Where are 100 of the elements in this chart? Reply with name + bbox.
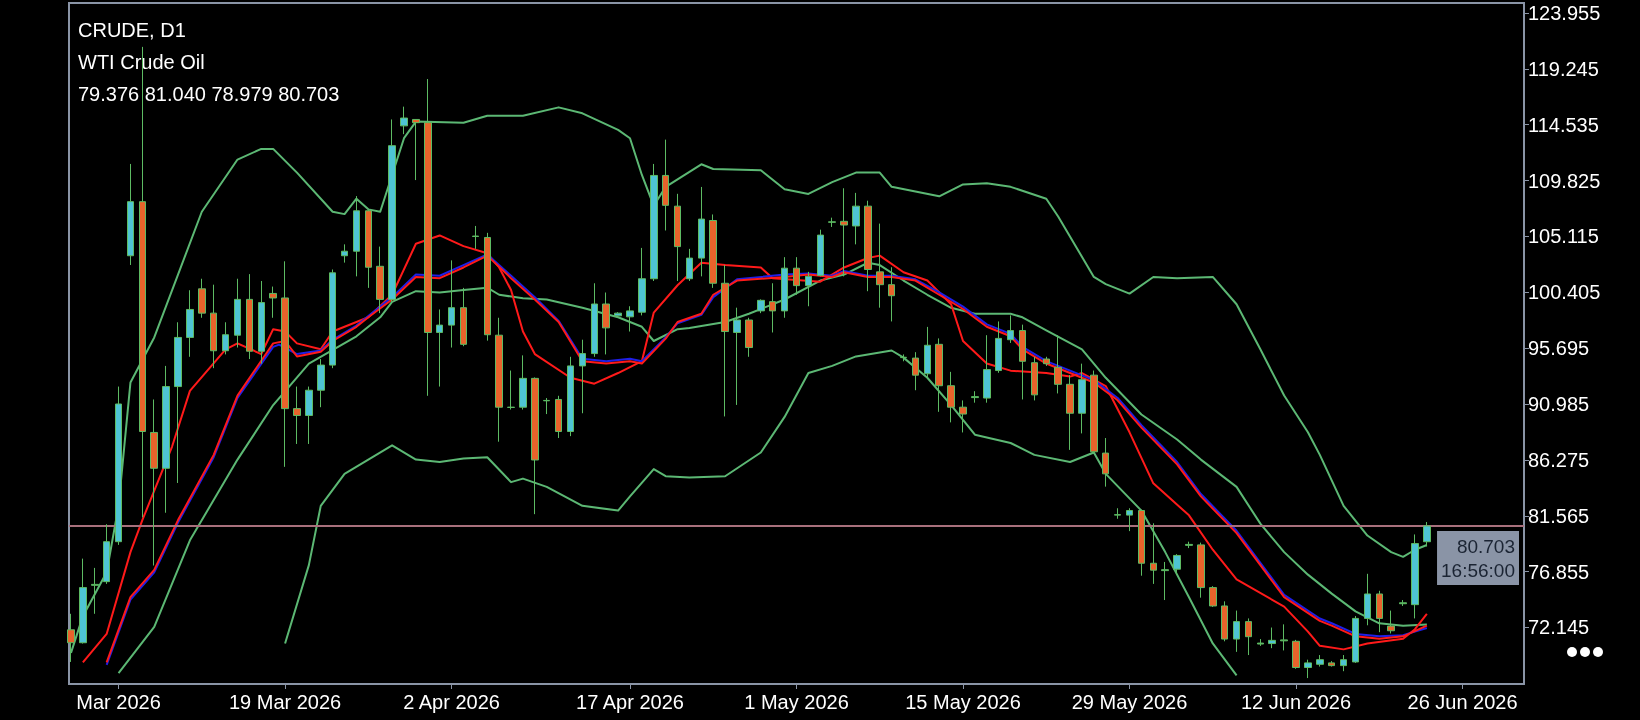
candlestick bbox=[626, 305, 634, 333]
x-tick-label: 17 Apr 2026 bbox=[576, 691, 684, 713]
x-tick-label: 12 Jun 2026 bbox=[1240, 691, 1352, 713]
candlestick bbox=[1102, 437, 1109, 488]
candlestick bbox=[769, 282, 776, 333]
candlestick bbox=[579, 339, 586, 414]
candlestick bbox=[888, 266, 895, 322]
y-tick-label: 72.145 bbox=[1528, 616, 1590, 639]
candlestick bbox=[281, 260, 289, 468]
y-tick-label: 119.245 bbox=[1528, 57, 1599, 80]
candlestick bbox=[198, 278, 206, 319]
candlestick bbox=[1423, 521, 1431, 547]
candlestick bbox=[67, 613, 75, 663]
candlestick bbox=[329, 268, 336, 369]
candlestick bbox=[484, 232, 491, 342]
candlestick bbox=[662, 139, 669, 231]
candlestick bbox=[341, 243, 348, 264]
candlestick bbox=[1316, 654, 1324, 668]
candlestick bbox=[1114, 507, 1121, 520]
text: CRUDE, D1 bbox=[78, 19, 186, 41]
candlestick bbox=[448, 259, 455, 349]
candlestick bbox=[947, 371, 955, 423]
candlestick bbox=[709, 213, 717, 289]
candlestick bbox=[1150, 522, 1157, 585]
candlestick bbox=[388, 118, 396, 303]
candlestick bbox=[1185, 541, 1193, 549]
candlestick bbox=[1031, 356, 1038, 401]
candlestick bbox=[1090, 370, 1098, 454]
candlestick bbox=[555, 395, 562, 439]
candlestick bbox=[1387, 610, 1395, 634]
candlestick bbox=[365, 209, 372, 289]
candlestick bbox=[567, 356, 574, 437]
candlestick bbox=[1161, 561, 1169, 601]
candlestick bbox=[246, 273, 253, 360]
candlestick bbox=[864, 200, 872, 292]
candlestick bbox=[686, 248, 693, 282]
candlestick bbox=[436, 308, 443, 388]
candlestick bbox=[222, 321, 229, 355]
candlestick bbox=[733, 307, 741, 406]
candlestick bbox=[234, 278, 241, 349]
candlestick bbox=[472, 225, 479, 250]
candlestick bbox=[1019, 324, 1026, 400]
candlestick bbox=[376, 246, 384, 314]
candlestick bbox=[935, 337, 943, 413]
candlestick bbox=[543, 397, 550, 415]
candlestick bbox=[186, 289, 194, 358]
candlestick bbox=[1364, 573, 1371, 626]
candlestick bbox=[1126, 507, 1133, 532]
candlestick bbox=[507, 370, 515, 411]
candlestick bbox=[460, 287, 467, 347]
candlestick bbox=[852, 192, 860, 245]
candlestick bbox=[1066, 374, 1074, 451]
candlestick bbox=[781, 256, 788, 319]
line-series bbox=[69, 106, 1428, 654]
candlestick bbox=[674, 193, 681, 282]
y-tick-label: 90.985 bbox=[1528, 393, 1590, 416]
line-series bbox=[284, 349, 1238, 677]
candlestick bbox=[1043, 356, 1050, 367]
candlestick bbox=[1257, 638, 1264, 647]
candlestick bbox=[1221, 600, 1228, 642]
y-tick-label: 95.695 bbox=[1528, 337, 1590, 360]
ref-line-label: 80.703 16:56:00 bbox=[1441, 535, 1515, 581]
candlestick bbox=[210, 284, 217, 369]
x-tick-label: 29 May 2026 bbox=[1071, 691, 1188, 713]
candlestick bbox=[1352, 615, 1359, 664]
candlestick bbox=[1209, 585, 1217, 608]
candlestick bbox=[1328, 660, 1335, 668]
candlestick bbox=[1233, 610, 1240, 653]
candlestick bbox=[900, 353, 907, 362]
candlestick bbox=[912, 351, 919, 391]
x-tick-label: 2 Apr 2026 bbox=[403, 691, 500, 713]
candlestick bbox=[91, 567, 99, 615]
candlestick bbox=[150, 398, 158, 567]
candlestick bbox=[317, 358, 325, 408]
candlestick bbox=[745, 317, 753, 358]
candlestick bbox=[757, 298, 765, 314]
candlestick bbox=[353, 195, 360, 277]
y-tick-label: 76.855 bbox=[1528, 560, 1590, 583]
candlestick bbox=[412, 118, 420, 181]
y-tick-label: 105.115 bbox=[1528, 225, 1599, 248]
candlestick bbox=[79, 558, 87, 645]
candlestick bbox=[959, 399, 967, 433]
candlestick bbox=[115, 386, 122, 546]
candlestick bbox=[162, 365, 170, 514]
candlestick bbox=[293, 386, 301, 445]
candlestick bbox=[400, 106, 408, 135]
candlestick bbox=[602, 292, 610, 355]
candlestick bbox=[983, 334, 991, 404]
candlestick bbox=[1304, 659, 1312, 679]
candlestick bbox=[1197, 542, 1205, 599]
y-tick-label: 100.405 bbox=[1528, 281, 1601, 304]
candlestick bbox=[424, 78, 432, 397]
candlestick bbox=[1138, 509, 1145, 577]
x-tick-label: 26 Jun 2026 bbox=[1407, 691, 1518, 713]
candlestick bbox=[1280, 623, 1288, 651]
candlestick bbox=[258, 280, 265, 365]
candlestick bbox=[127, 163, 134, 266]
x-tick-label: 1 May 2026 bbox=[744, 691, 849, 713]
y-tick-label: 109.825 bbox=[1528, 169, 1601, 192]
x-tick-label: 19 Mar 2026 bbox=[228, 691, 342, 713]
